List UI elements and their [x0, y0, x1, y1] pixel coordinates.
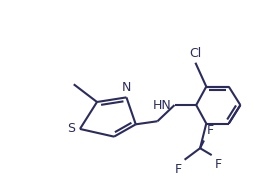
Text: S: S	[67, 122, 75, 136]
Text: N: N	[122, 81, 131, 94]
Text: HN: HN	[153, 99, 171, 112]
Text: Cl: Cl	[189, 47, 202, 60]
Text: F: F	[215, 158, 222, 171]
Text: F: F	[174, 163, 181, 176]
Text: F: F	[207, 124, 214, 137]
